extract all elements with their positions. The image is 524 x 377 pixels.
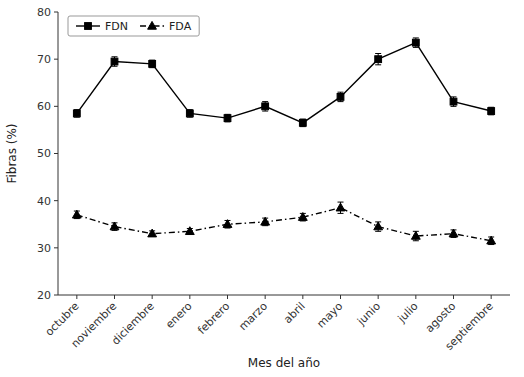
data-point <box>223 220 232 228</box>
x-tick <box>453 295 454 299</box>
error-bar <box>375 54 381 65</box>
x-tick-label: junio <box>354 299 383 328</box>
axes: 20304050607080octubrenoviembrediciembree… <box>37 6 510 353</box>
x-tick-label: septiembre <box>443 299 496 352</box>
x-tick <box>378 295 379 299</box>
y-tick <box>54 247 58 248</box>
data-point <box>411 231 420 239</box>
x-tick <box>265 295 266 299</box>
error-bar <box>112 57 118 66</box>
error-bar <box>488 107 494 115</box>
x-tick-label: agosto <box>423 299 459 335</box>
error-bar <box>300 119 306 127</box>
y-tick <box>54 200 58 201</box>
x-tick <box>415 295 416 299</box>
error-bar <box>149 60 155 68</box>
series-line <box>77 208 491 241</box>
legend-marker <box>148 21 157 29</box>
legend-label: FDN <box>105 20 128 33</box>
x-tick <box>340 295 341 299</box>
y-tick-label: 20 <box>37 289 51 302</box>
y-tick <box>54 12 58 13</box>
y-tick <box>54 295 58 296</box>
error-bar <box>413 38 419 47</box>
data-point <box>72 210 81 218</box>
x-tick-label: marzo <box>236 299 270 333</box>
x-tick-label: julio <box>395 299 421 325</box>
data-point <box>374 222 383 230</box>
x-tick-label: febrero <box>195 299 232 336</box>
series <box>72 202 495 244</box>
legend-label: FDA <box>169 20 192 33</box>
data-point <box>261 217 270 225</box>
data-point <box>488 108 495 115</box>
legend-marker <box>85 23 92 30</box>
data-point <box>111 58 118 65</box>
data-point <box>375 56 382 63</box>
x-tick <box>302 295 303 299</box>
error-bar <box>262 102 268 111</box>
y-tick-label: 70 <box>37 53 51 66</box>
x-tick-label: enero <box>163 299 195 331</box>
y-tick <box>54 106 58 107</box>
legend: FDN FDA <box>68 16 199 36</box>
data-point <box>73 110 80 117</box>
x-tick <box>76 295 77 299</box>
x-tick <box>114 295 115 299</box>
data-point <box>224 115 231 122</box>
data-point <box>298 213 307 221</box>
y-tick-label: 60 <box>37 100 51 113</box>
data-point <box>148 229 157 237</box>
data-point <box>299 119 306 126</box>
data-point <box>449 229 458 237</box>
data-point <box>262 103 269 110</box>
data-point <box>110 222 119 230</box>
y-tick-label: 40 <box>37 195 51 208</box>
y-tick-label: 50 <box>37 147 51 160</box>
y-tick <box>54 153 58 154</box>
error-bar <box>225 114 231 122</box>
data-point <box>450 98 457 105</box>
chart-container: 20304050607080octubrenoviembrediciembree… <box>0 0 524 377</box>
x-axis-line <box>58 295 510 296</box>
plot-area <box>72 38 495 245</box>
y-axis-label: Fibras (%) <box>5 123 19 183</box>
data-point <box>337 94 344 101</box>
x-tick-label: mayo <box>314 299 345 330</box>
error-bar <box>74 110 80 118</box>
data-point <box>186 110 193 117</box>
chart: 20304050607080octubrenoviembrediciembree… <box>0 0 524 377</box>
data-point <box>149 60 156 67</box>
y-tick <box>54 59 58 60</box>
error-bar <box>451 97 457 106</box>
data-point <box>412 39 419 46</box>
x-tick-label: diciembre <box>109 299 157 347</box>
x-tick <box>189 295 190 299</box>
y-tick-label: 30 <box>37 242 51 255</box>
x-tick-label: noviembre <box>69 299 120 350</box>
x-tick <box>152 295 153 299</box>
legend-box <box>68 16 199 36</box>
error-bar <box>338 92 344 101</box>
series-line <box>77 43 491 123</box>
x-tick <box>491 295 492 299</box>
error-bar <box>187 110 193 118</box>
x-tick <box>227 295 228 299</box>
data-point <box>487 236 496 244</box>
data-point <box>185 227 194 235</box>
data-point <box>336 203 345 211</box>
y-tick-label: 80 <box>37 6 51 19</box>
x-tick-label: abril <box>281 300 307 326</box>
series <box>73 38 494 127</box>
x-axis-label: Mes del año <box>248 356 320 370</box>
